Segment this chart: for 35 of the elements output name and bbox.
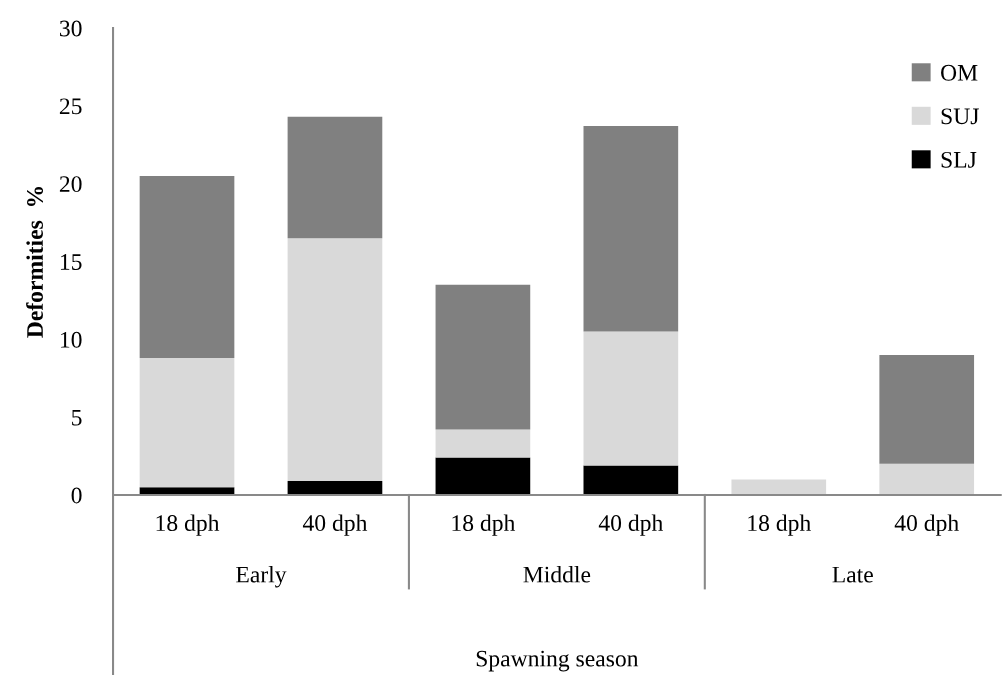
bar (583, 126, 679, 332)
legend-label: SLJ (941, 151, 977, 168)
x-tick-label: 40 dph (302, 514, 368, 536)
bar (139, 358, 235, 488)
bar (435, 284, 531, 430)
bar (435, 429, 531, 458)
bar (583, 465, 679, 495)
bar (287, 480, 383, 495)
bar (287, 238, 383, 481)
y-tick-label: 5 (72, 409, 82, 426)
text: Early (236, 565, 287, 588)
bar (287, 116, 383, 239)
x-axis-title: Spawning season (476, 650, 639, 672)
x-tick-label: 18 dph (748, 514, 811, 536)
text: Middle (523, 565, 591, 583)
bar (139, 175, 235, 358)
legend-label: SUJ (941, 108, 979, 125)
y-axis-title: Deformities % (26, 187, 44, 338)
bar (583, 331, 679, 466)
bar (879, 463, 975, 495)
text: Late (832, 566, 873, 583)
y-tick-label: 0 (71, 487, 82, 504)
x-tick-label: 18 dph (452, 514, 516, 536)
x-tick-label: 40 dph (598, 514, 663, 536)
y-tick-label: 20 (59, 176, 82, 193)
y-tick-label: 10 (60, 331, 82, 348)
y-tick-label: 15 (60, 254, 82, 270)
x-tick-label: 18 dph (156, 514, 220, 536)
y-tick-label: 30 (60, 20, 82, 37)
x-tick-label: 40 dph (894, 514, 959, 536)
legend-label: OM (941, 64, 978, 81)
bar (879, 354, 975, 464)
y-tick-label: 25 (59, 98, 82, 115)
bar (731, 479, 827, 495)
bar (435, 457, 531, 495)
